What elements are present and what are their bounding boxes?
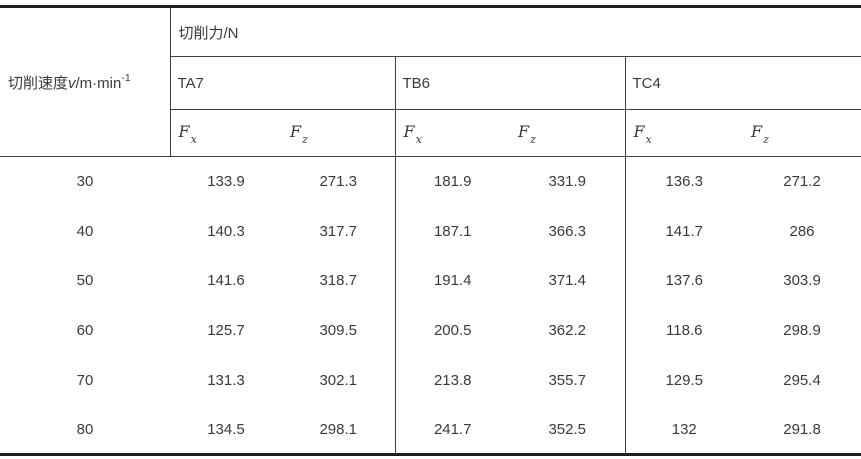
force-value-cell: 331.9 [548,173,587,191]
tc4-fz-header-cell: Fz [743,109,861,157]
speed-variable: v [68,74,76,92]
speed-cell: 70 [76,371,94,389]
force-value-cell: 298.1 [319,420,358,438]
force-value-cell: 298.9 [783,321,821,339]
speed-cell: 40 [76,222,94,240]
material-header-tc4: TC4 [624,56,861,110]
speed-header-prefix: 切削速度 [8,74,69,92]
force-value-cell: 352.5 [548,420,587,438]
force-value-cell: 131.3 [207,371,245,389]
speed-header-cell: 切削速度v/m·min-1 [0,6,171,157]
fz-symbol: Fz [518,121,536,147]
force-value-cell: 271.3 [319,173,358,191]
table-row: 80 134.5 298.1 241.7 352.5 132 291.8 [0,404,861,455]
force-value-cell: 318.7 [319,272,358,290]
force-value-cell: 362.2 [548,321,587,339]
force-value-cell: 132 [624,404,743,455]
fz-symbol: Fz [290,121,308,147]
force-value-cell: 241.7 [394,404,510,455]
tc4-fx-header-cell: Fx [624,109,743,157]
fz-symbol: Fz [751,121,769,147]
force-value-cell: 302.1 [319,371,358,389]
table-row: 60 125.7 309.5 200.5 362.2 118.6 298.9 [0,305,861,356]
force-value-cell: 271.2 [783,173,821,191]
force-value-cell: 133.9 [207,173,245,191]
cutting-force-table: 切削速度v/m·min-1 切削力/N TA7 TB6 TC4 Fx Fz Fx… [0,5,861,457]
force-value-cell: 140.3 [207,222,245,240]
force-value-cell: 303.9 [783,272,821,290]
force-value-cell: 191.4 [394,255,510,306]
force-value-cell: 355.7 [548,371,587,389]
force-value-cell: 181.9 [394,156,510,207]
fx-symbol: Fx [633,121,652,147]
force-value-cell: 371.4 [548,272,587,290]
force-value-cell: 213.8 [394,355,510,405]
table-row: 50 141.6 318.7 191.4 371.4 137.6 303.9 [0,255,861,306]
force-value-cell: 295.4 [783,371,821,389]
ta7-fz-header-cell: Fz [282,109,395,157]
speed-cell: 80 [76,420,94,438]
fx-symbol: Fx [403,121,422,147]
force-value-cell: 317.7 [319,222,358,240]
speed-cell: 50 [76,272,94,290]
speed-unit-exponent: -1 [121,71,131,84]
material-header-tb6: TB6 [394,56,625,110]
force-value-cell: 309.5 [319,321,358,339]
table-row: 70 131.3 302.1 213.8 355.7 129.5 295.4 [0,355,861,405]
table-row: 30 133.9 271.3 181.9 331.9 136.3 271.2 [0,156,861,207]
force-value-cell: 134.5 [207,420,245,438]
force-value-cell: 136.3 [624,156,743,207]
header-row-materials: TA7 TB6 TC4 [0,56,861,110]
force-value-cell: 200.5 [394,305,510,356]
speed-unit: /m·min [75,74,122,92]
force-value-cell: 118.6 [624,305,743,356]
table-row: 40 140.3 317.7 187.1 366.3 141.7 286 [0,206,861,256]
tb6-fz-header-cell: Fz [510,109,625,157]
tb6-fx-header-cell: Fx [394,109,510,157]
force-value-cell: 286 [789,222,815,240]
force-value-cell: 129.5 [624,355,743,405]
header-row-components: Fx Fz Fx Fz Fx Fz [0,109,861,157]
force-value-cell: 291.8 [783,420,821,438]
force-group-header-cell: 切削力/N [170,6,861,57]
force-value-cell: 125.7 [207,321,245,339]
ta7-fx-header-cell: Fx [170,109,282,157]
force-value-cell: 187.1 [394,206,510,256]
material-header-ta7: TA7 [170,56,395,110]
force-value-cell: 137.6 [624,255,743,306]
force-value-cell: 366.3 [548,222,587,240]
speed-cell: 30 [76,173,94,191]
force-value-cell: 141.7 [624,206,743,256]
speed-cell: 60 [76,321,94,339]
fx-symbol: Fx [178,121,197,147]
header-row-force: 切削速度v/m·min-1 切削力/N [0,6,861,157]
force-value-cell: 141.6 [207,272,245,290]
